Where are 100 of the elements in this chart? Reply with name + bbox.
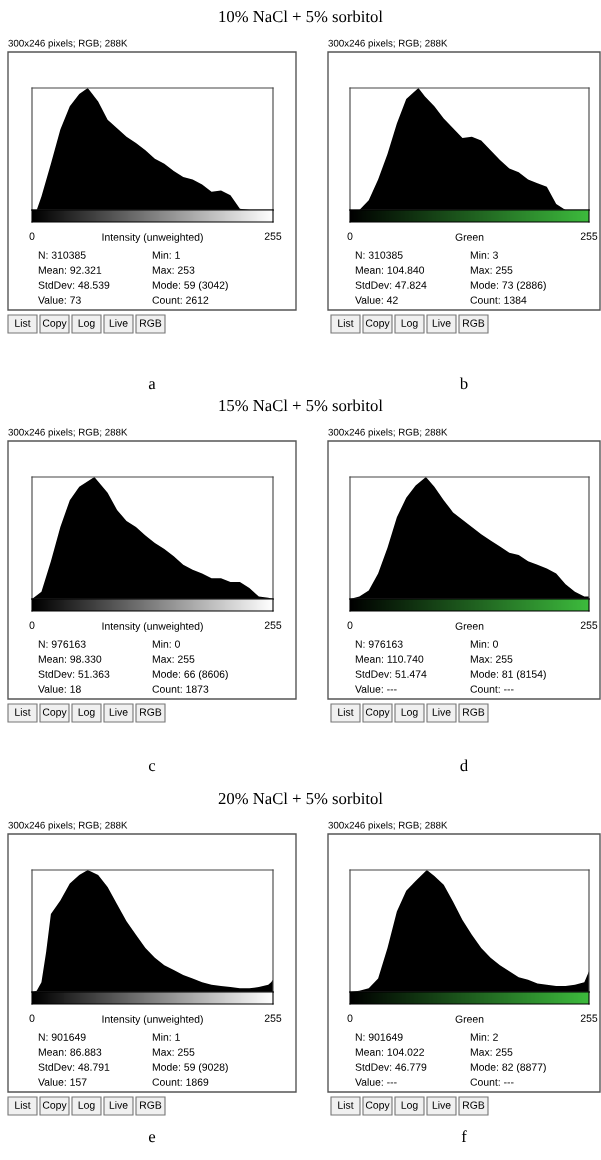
- text: Value: ---: [355, 1078, 397, 1086]
- text: N: 310385: [38, 251, 86, 259]
- text: Value: 42: [355, 296, 398, 304]
- text: Copy: [42, 1101, 67, 1111]
- text: Live: [109, 319, 128, 327]
- text: RGB: [140, 1101, 162, 1109]
- chart-subtitle: 300x246 pixels; RGB; 288K: [8, 39, 128, 49]
- x-tick-label: 0: [29, 1014, 35, 1022]
- text: Count: 1384: [470, 296, 527, 304]
- chart-subtitle: 300x246 pixels; RGB; 288K: [328, 428, 448, 438]
- chart-title: 15% NaCl + 5% sorbitol: [219, 399, 383, 412]
- text: Mode: 82 (8877): [470, 1063, 546, 1073]
- text: StdDev: 48.539: [38, 281, 110, 289]
- x-axis-title: Green: [455, 233, 484, 241]
- text: RGB: [463, 708, 485, 716]
- text: Copy: [365, 708, 390, 718]
- text: Live: [432, 1101, 451, 1109]
- text: N: 976163: [355, 640, 403, 648]
- text: Live: [432, 708, 451, 716]
- text: Min: 1: [152, 251, 180, 259]
- text: Mean: 104.840: [355, 266, 425, 274]
- text: d: [460, 759, 468, 772]
- text: List: [15, 708, 31, 716]
- x-tick-label: 255: [580, 621, 598, 629]
- text: Count: ---: [470, 685, 514, 693]
- text: StdDev: 51.474: [355, 670, 427, 678]
- text: N: 310385: [355, 251, 403, 259]
- chart-subtitle: 300x246 pixels; RGB; 288K: [328, 39, 448, 49]
- text: N: 901649: [355, 1033, 403, 1041]
- text: Max: 253: [152, 266, 195, 274]
- x-tick-label: 0: [347, 1014, 353, 1022]
- x-tick-label: 255: [264, 1014, 282, 1022]
- text: Max: 255: [152, 1048, 195, 1056]
- text: List: [338, 1101, 354, 1109]
- text: Log: [78, 319, 95, 329]
- text: List: [338, 319, 354, 327]
- chart-title: 10% NaCl + 5% sorbitol: [219, 10, 383, 23]
- text: Max: 255: [470, 1048, 513, 1056]
- x-tick-label: 0: [347, 621, 353, 629]
- text: RGB: [140, 708, 162, 716]
- x-tick-label: 255: [580, 232, 598, 240]
- text: Mode: 59 (3042): [152, 281, 228, 291]
- text: Value: ---: [355, 685, 397, 693]
- text: List: [15, 319, 31, 327]
- x-axis-title: Intensity (unweighted): [102, 1015, 203, 1025]
- x-tick-label: 255: [264, 232, 282, 240]
- text: Log: [401, 319, 418, 329]
- chart-title: 20% NaCl + 5% sorbitol: [218, 792, 383, 805]
- text: Copy: [365, 1101, 390, 1111]
- text: Value: 157: [38, 1078, 87, 1086]
- text: Count: 1869: [152, 1078, 209, 1086]
- text: Min: 3: [470, 251, 498, 259]
- text: Mean: 92.321: [38, 266, 102, 274]
- text: Count: 1873: [152, 685, 209, 693]
- chart-subtitle: 300x246 pixels; RGB; 288K: [8, 428, 128, 438]
- text: Log: [401, 1101, 418, 1111]
- text: Min: 2: [470, 1033, 498, 1041]
- x-axis-title: Green: [455, 622, 484, 630]
- text: StdDev: 48.791: [38, 1063, 110, 1071]
- text: Live: [432, 319, 451, 327]
- text: Mode: 59 (9028): [152, 1063, 228, 1073]
- text: Min: 0: [470, 640, 498, 648]
- text: Max: 255: [152, 655, 195, 663]
- text: Mean: 86.883: [38, 1048, 102, 1056]
- text: Log: [401, 708, 418, 718]
- text: Copy: [365, 319, 390, 329]
- x-tick-label: 0: [347, 232, 353, 240]
- text: N: 901649: [38, 1033, 86, 1041]
- text: Value: 18: [38, 685, 81, 693]
- text: N: 976163: [38, 640, 86, 648]
- text: StdDev: 47.824: [355, 281, 427, 289]
- text: Max: 255: [470, 655, 513, 663]
- text: Mean: 98.330: [38, 655, 102, 663]
- x-axis-title: Intensity (unweighted): [102, 233, 203, 243]
- text: Max: 255: [470, 266, 513, 274]
- text: f: [461, 1130, 467, 1143]
- x-axis-title: Green: [455, 1015, 484, 1023]
- text: List: [338, 708, 354, 716]
- x-axis-title: Intensity (unweighted): [102, 622, 203, 632]
- text: Mean: 110.740: [355, 655, 424, 663]
- text: Value: 73: [38, 296, 81, 304]
- text: StdDev: 51.363: [38, 670, 110, 678]
- text: Copy: [42, 319, 67, 329]
- text: StdDev: 46.779: [355, 1063, 427, 1071]
- text: Copy: [42, 708, 67, 718]
- x-tick-label: 0: [29, 621, 35, 629]
- x-tick-label: 255: [264, 621, 282, 629]
- text: Mode: 73 (2886): [470, 281, 546, 291]
- text: Min: 0: [152, 640, 180, 648]
- text: Log: [78, 1101, 95, 1111]
- text: Live: [109, 1101, 128, 1109]
- text: c: [148, 763, 156, 772]
- text: Live: [109, 708, 128, 716]
- text: Log: [78, 708, 95, 718]
- text: Mode: 81 (8154): [470, 670, 546, 680]
- text: RGB: [463, 319, 485, 327]
- text: a: [148, 381, 156, 390]
- text: b: [459, 377, 468, 390]
- text: Mean: 104.022: [355, 1048, 424, 1056]
- text: RGB: [140, 319, 162, 327]
